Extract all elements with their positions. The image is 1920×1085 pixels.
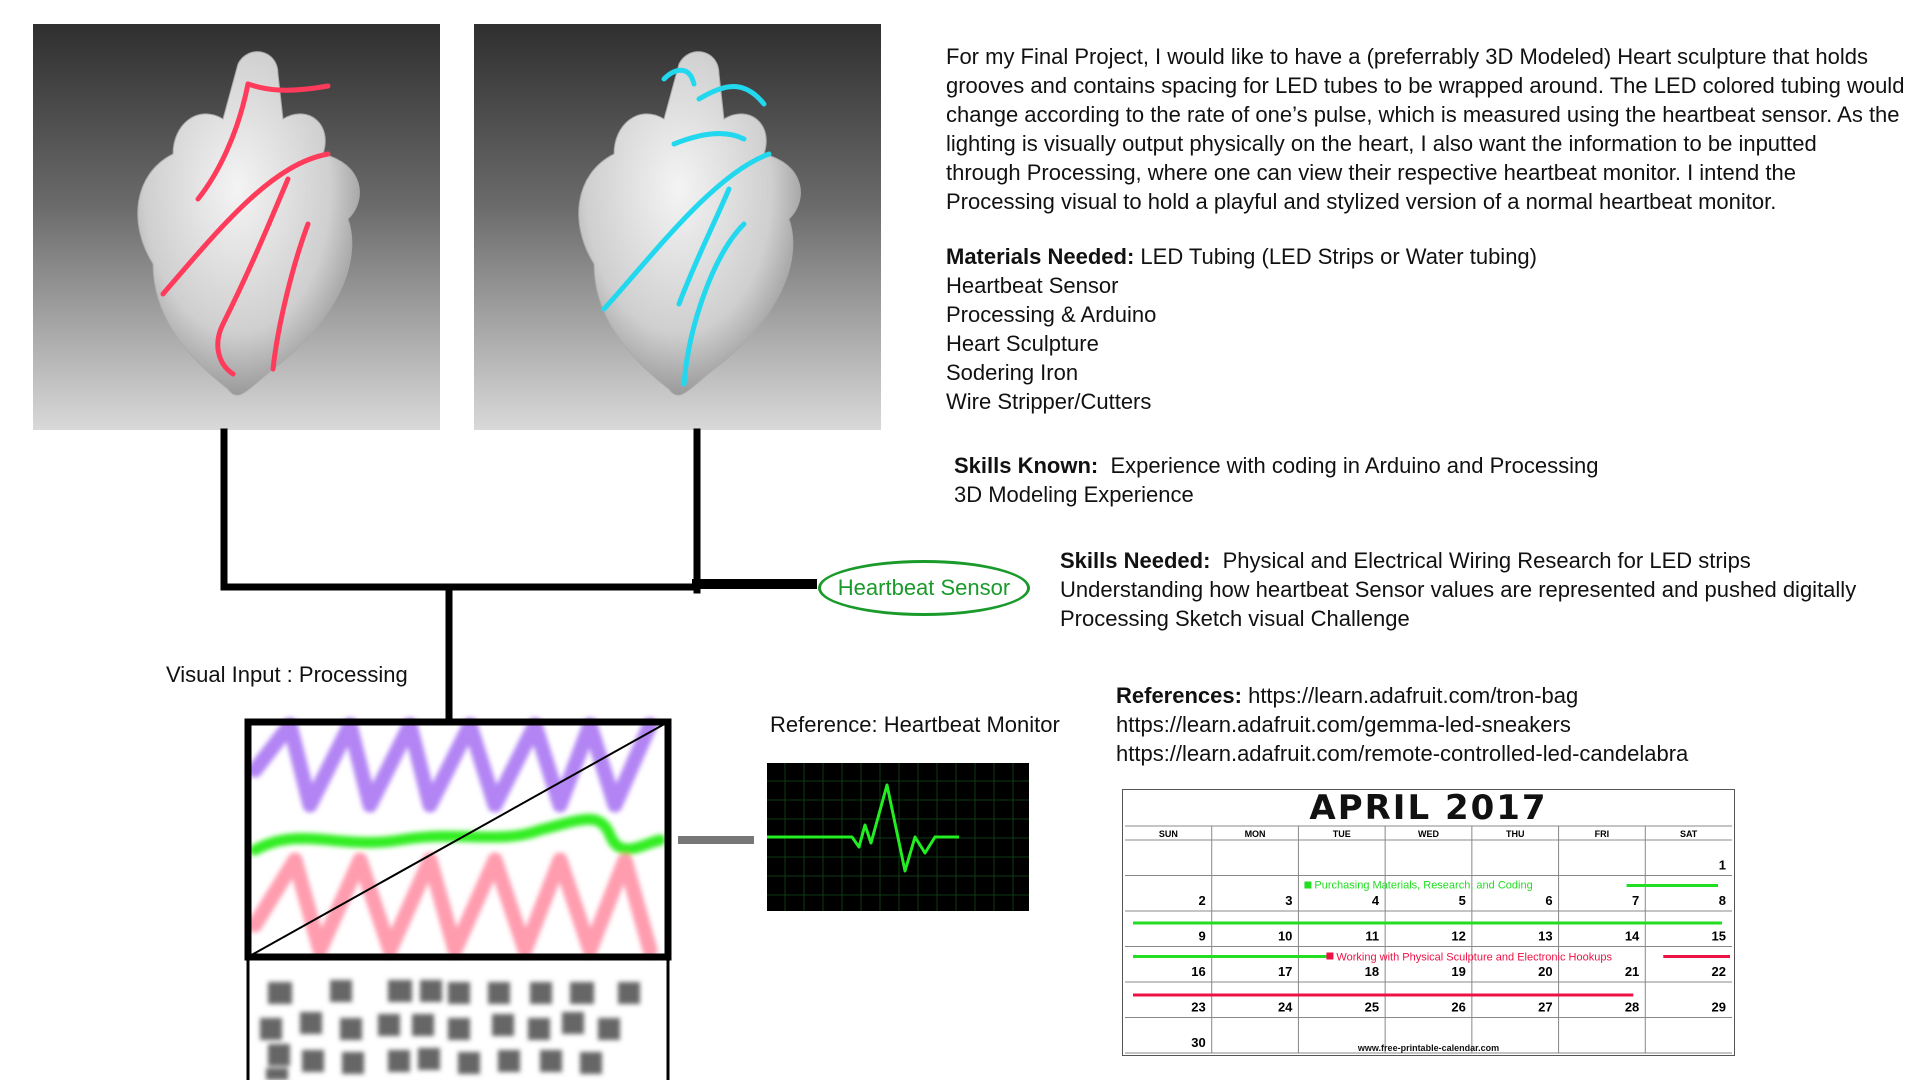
calendar-date: 2 xyxy=(1198,893,1205,908)
event-label-green: Purchasing Materials, Research, and Codi… xyxy=(1314,880,1532,892)
project-description: For my Final Project, I would like to ha… xyxy=(946,42,1906,216)
processing-laptop-sketch xyxy=(240,710,675,1080)
references-heading: References: xyxy=(1116,683,1242,708)
calendar-footer: www.free-printable-calendar.com xyxy=(1357,1043,1500,1053)
description-line: through Processing, where one can view t… xyxy=(946,160,1796,185)
calendar-date: 24 xyxy=(1278,1000,1293,1015)
calendar-day-header: TUE xyxy=(1333,829,1351,839)
calendar-date: 9 xyxy=(1198,929,1205,944)
reference-link[interactable]: https://learn.adafruit.com/remote-contro… xyxy=(1116,741,1689,766)
calendar-title: APRIL 2017 xyxy=(1309,788,1548,828)
calendar-date: 19 xyxy=(1451,964,1465,979)
calendar-date: 12 xyxy=(1451,929,1465,944)
skills-known-item: Experience with coding in Arduino and Pr… xyxy=(1110,453,1599,478)
calendar-date: 1 xyxy=(1719,858,1726,873)
calendar-date: 25 xyxy=(1365,1000,1379,1015)
skills-known-item: 3D Modeling Experience xyxy=(954,482,1194,507)
materials-item: Sodering Iron xyxy=(946,360,1079,385)
calendar-date: 13 xyxy=(1538,929,1552,944)
calendar-date: 17 xyxy=(1278,964,1292,979)
description-line: change according to the rate of one’s pu… xyxy=(946,102,1900,127)
heartbeat-sensor-label: Heartbeat Sensor xyxy=(837,575,1011,600)
skills-needed-heading: Skills Needed: xyxy=(1060,548,1211,573)
materials-heading: Materials Needed: xyxy=(946,244,1135,269)
calendar-date: 5 xyxy=(1459,893,1466,908)
skills-known-heading: Skills Known: xyxy=(954,453,1099,478)
calendar-date: 14 xyxy=(1625,929,1640,944)
calendar-date: 27 xyxy=(1538,1000,1552,1015)
skills-known-section: Skills Known: Experience with coding in … xyxy=(954,451,1598,509)
event-marker-red xyxy=(1326,952,1334,960)
calendar-date: 11 xyxy=(1365,929,1379,944)
heart-image-blue-tubing xyxy=(474,24,881,430)
calendar-date: 8 xyxy=(1719,893,1726,908)
calendar-day-header: THU xyxy=(1506,829,1525,839)
calendar-date: 28 xyxy=(1625,1000,1639,1015)
heart-image-red-tubing xyxy=(33,24,440,430)
materials-item: Processing & Arduino xyxy=(946,302,1157,327)
calendar-date: 6 xyxy=(1545,893,1552,908)
description-line: Processing visual to hold a playful and … xyxy=(946,189,1777,214)
calendar-day-header: SUN xyxy=(1159,829,1178,839)
calendar-date: 22 xyxy=(1712,964,1726,979)
references-section: References: https://learn.adafruit.com/t… xyxy=(1116,681,1688,768)
calendar-date: 3 xyxy=(1285,893,1292,908)
calendar-date: 23 xyxy=(1191,1000,1205,1015)
tube-path xyxy=(160,151,331,297)
materials-section: Materials Needed: LED Tubing (LED Strips… xyxy=(946,242,1537,416)
skills-needed-item: Processing Sketch visual Challenge xyxy=(1060,606,1410,631)
calendar-date: 15 xyxy=(1712,929,1726,944)
description-line: For my Final Project, I would like to ha… xyxy=(946,44,1868,69)
heartbeat-sensor-oval: Heartbeat Sensor xyxy=(818,560,1030,616)
materials-item: Wire Stripper/Cutters xyxy=(946,389,1152,414)
calendar-date: 26 xyxy=(1451,1000,1465,1015)
calendar-day-header: MON xyxy=(1245,829,1266,839)
calendar-date: 16 xyxy=(1191,964,1205,979)
calendar-day-header: FRI xyxy=(1595,829,1610,839)
description-line: lighting is visually output physically o… xyxy=(946,131,1817,156)
event-label-red: Working with Physical Sculpture and Elec… xyxy=(1336,952,1612,964)
materials-item: Heartbeat Sensor xyxy=(946,273,1119,298)
skills-needed-item: Understanding how heartbeat Sensor value… xyxy=(1060,577,1857,602)
description-line: grooves and contains spacing for LED tub… xyxy=(946,73,1905,98)
calendar-date: 10 xyxy=(1278,929,1292,944)
calendar-date: 18 xyxy=(1365,964,1379,979)
heartbeat-monitor-image xyxy=(767,763,1029,911)
calendar-date: 20 xyxy=(1538,964,1552,979)
skills-needed-section: Skills Needed: Physical and Electrical W… xyxy=(1060,546,1856,633)
materials-item: LED Tubing (LED Strips or Water tubing) xyxy=(1140,244,1537,269)
calendar-date: 30 xyxy=(1191,1035,1205,1050)
calendar-day-header: WED xyxy=(1418,829,1439,839)
materials-item: Heart Sculpture xyxy=(946,331,1099,356)
calendar-date: 21 xyxy=(1625,964,1639,979)
april-calendar: APRIL 2017 SUN MON TUE WED THU FRI SAT 1 2 3 4 5 6 7 8… xyxy=(1122,789,1735,1056)
visual-input-label: Visual Input : Processing xyxy=(166,662,408,687)
calendar-date: 29 xyxy=(1712,1000,1726,1015)
reference-link[interactable]: https://learn.adafruit.com/tron-bag xyxy=(1248,683,1579,708)
reference-link[interactable]: https://learn.adafruit.com/gemma-led-sne… xyxy=(1116,712,1571,737)
calendar-date: 4 xyxy=(1372,893,1380,908)
reference-monitor-label: Reference: Heartbeat Monitor xyxy=(770,712,1060,737)
event-marker-green xyxy=(1304,881,1312,889)
calendar-day-header: SAT xyxy=(1680,829,1698,839)
calendar-date: 7 xyxy=(1632,893,1639,908)
skills-needed-item: Physical and Electrical Wiring Research … xyxy=(1222,548,1751,573)
